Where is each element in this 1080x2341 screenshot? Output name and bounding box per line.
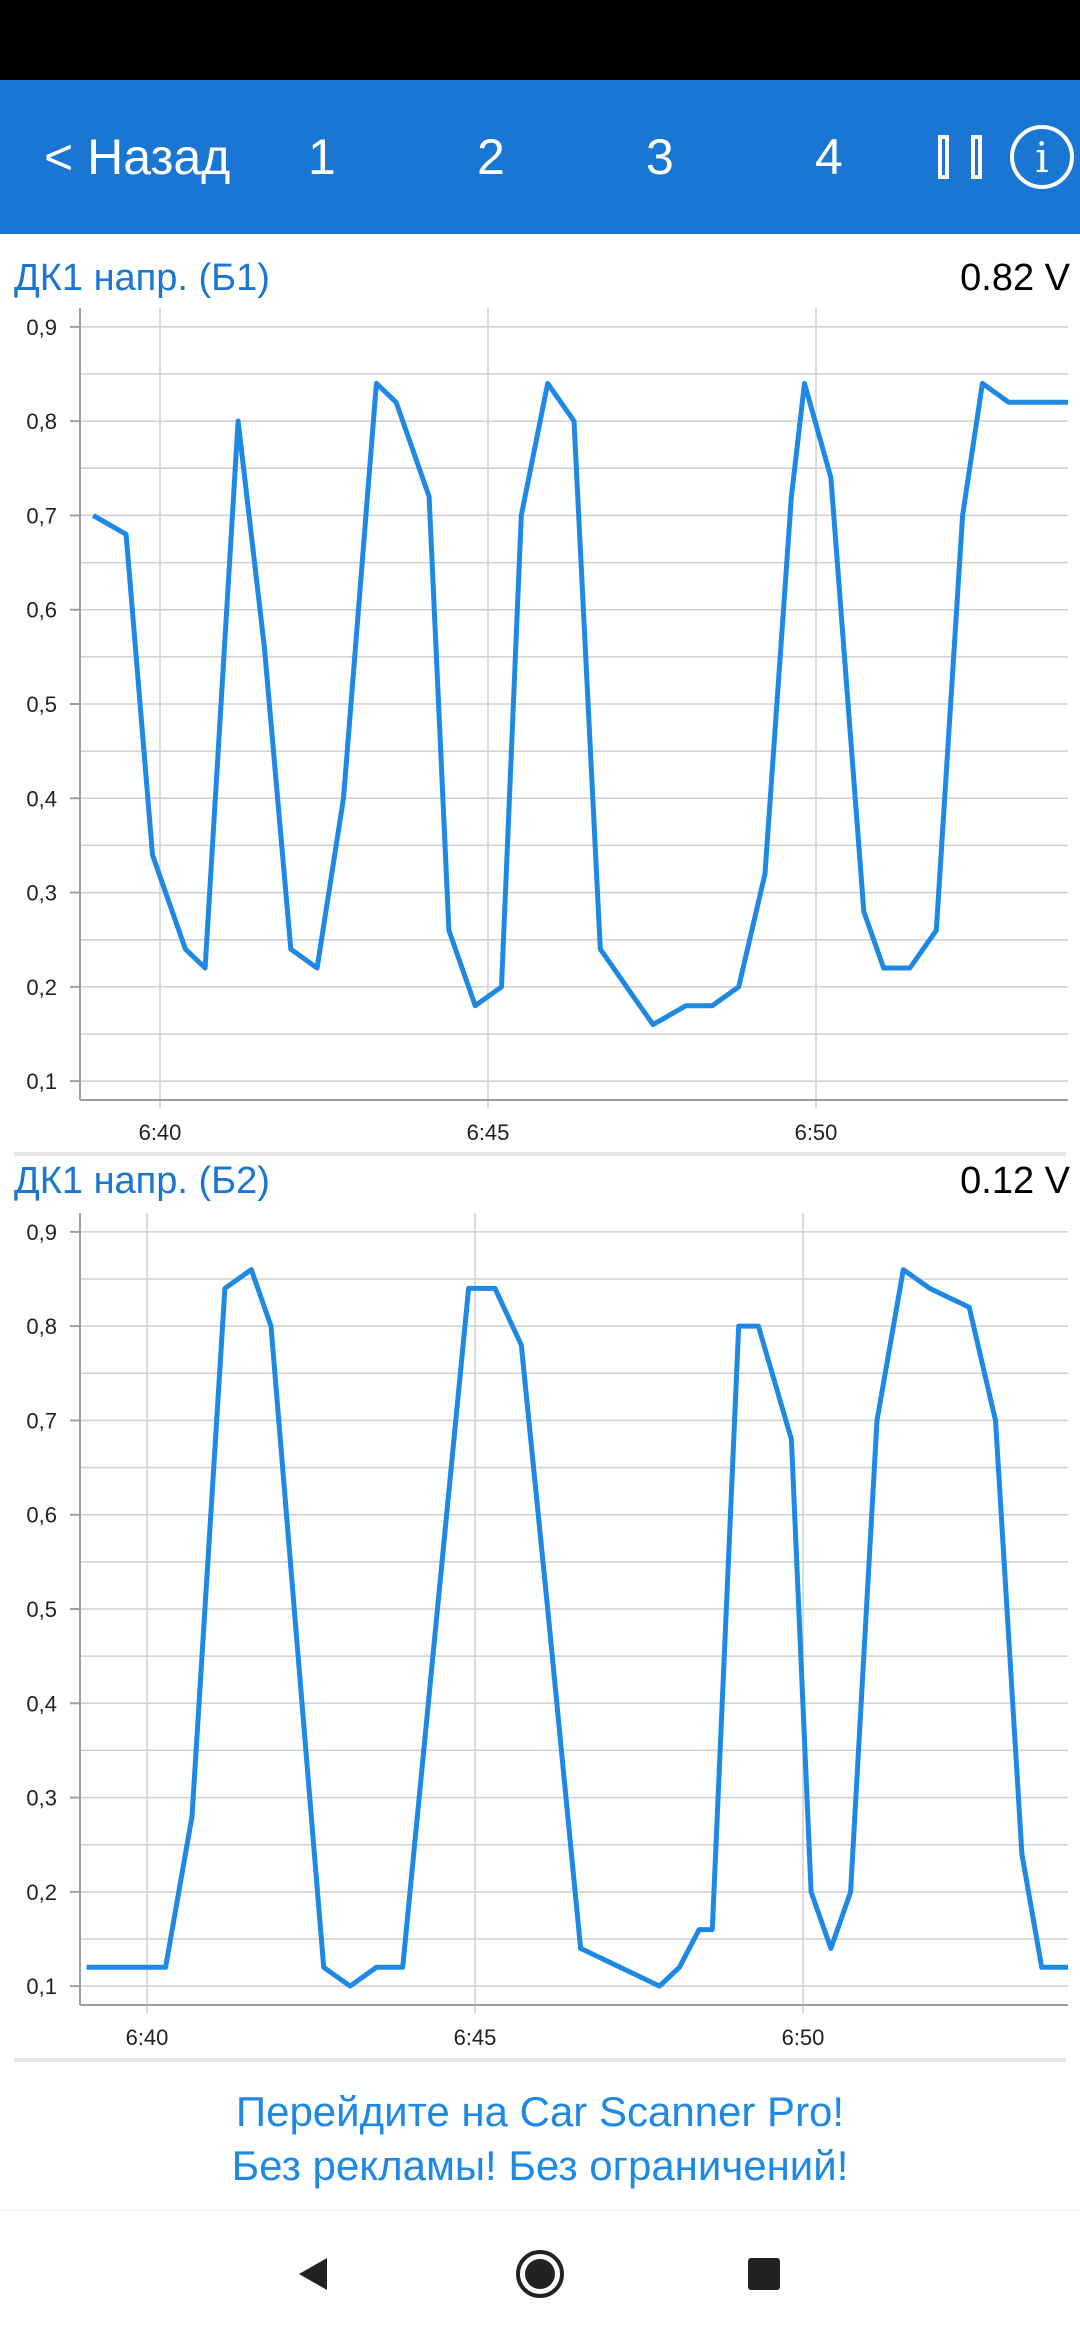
y-tick-label: 0,9 bbox=[26, 315, 57, 340]
y-tick-label: 0,6 bbox=[26, 598, 57, 623]
x-tick-label: 6:45 bbox=[454, 2025, 497, 2050]
y-tick-label: 0,1 bbox=[26, 1974, 57, 1999]
y-tick-label: 0,3 bbox=[26, 1786, 57, 1811]
pause-bar-right bbox=[971, 135, 982, 179]
tab-3[interactable]: 3 bbox=[646, 129, 674, 185]
y-tick-label: 0,7 bbox=[26, 1408, 57, 1433]
back-button[interactable]: < Назад bbox=[44, 129, 231, 185]
promo-line-1: Перейдите на Car Scanner Pro! bbox=[235, 2088, 845, 2135]
y-tick-label: 0,2 bbox=[26, 1880, 57, 1905]
chart-1[interactable]: 0,9 0,8 0,7 0,6 0,5 0,4 0,3 0,2 0,1 6:40 6:45 6:50 bbox=[0, 300, 1080, 1155]
nav-home-icon[interactable] bbox=[510, 2244, 570, 2304]
chart-1-current-value: 0.82 V bbox=[960, 257, 1070, 299]
chart-divider bbox=[14, 1152, 1066, 1156]
y-tick-label: 0,5 bbox=[26, 1597, 57, 1622]
nav-recents-icon[interactable] bbox=[734, 2244, 794, 2304]
pause-bar-left bbox=[938, 135, 949, 179]
y-tick-label: 0,2 bbox=[26, 975, 57, 1000]
chart-1-header: ДК1 напр. (Б1) 0.82 V bbox=[14, 251, 1070, 305]
chart-2-current-value: 0.12 V bbox=[960, 1160, 1070, 1202]
chart-2-title: ДК1 напр. (Б2) bbox=[14, 1160, 270, 1202]
y-tick-label: 0,3 bbox=[26, 881, 57, 906]
promo-line-2: Без рекламы! Без ограничений! bbox=[231, 2142, 849, 2189]
series-line bbox=[86, 1267, 1068, 1989]
x-tick-label: 6:45 bbox=[467, 1120, 510, 1145]
x-tick-label: 6:40 bbox=[139, 1120, 182, 1145]
y-tick-label: 0,5 bbox=[26, 692, 57, 717]
x-tick-label: 6:50 bbox=[795, 1120, 838, 1145]
y-tick-label: 0,4 bbox=[26, 1691, 57, 1716]
y-tick-label: 0,9 bbox=[26, 1220, 57, 1245]
chart-2-header: ДК1 напр. (Б2) 0.12 V bbox=[14, 1154, 1070, 1208]
pause-icon[interactable] bbox=[938, 80, 982, 234]
chart-bottom-divider bbox=[14, 2058, 1066, 2062]
chart-1-title: ДК1 напр. (Б1) bbox=[14, 257, 270, 299]
x-tick-label: 6:50 bbox=[782, 2025, 825, 2050]
tab-2[interactable]: 2 bbox=[477, 129, 505, 185]
series-line bbox=[91, 380, 1068, 1028]
y-tick-label: 0,7 bbox=[26, 503, 57, 528]
promo-banner[interactable]: Перейдите на Car Scanner Pro! Без реклам… bbox=[0, 2085, 1080, 2209]
tab-1[interactable]: 1 bbox=[308, 129, 336, 185]
system-nav-bar bbox=[0, 2210, 1080, 2341]
app-bar: < Назад 1 2 3 4 i bbox=[0, 80, 1080, 234]
chart-2[interactable]: 0,9 0,8 0,7 0,6 0,5 0,4 0,3 0,2 0,1 6:40 6:45 6:50 bbox=[0, 1205, 1080, 2060]
y-tick-label: 0,6 bbox=[26, 1503, 57, 1528]
y-tick-label: 0,8 bbox=[26, 409, 57, 434]
y-tick-label: 0,1 bbox=[26, 1069, 57, 1094]
nav-back-icon[interactable] bbox=[283, 2244, 343, 2304]
x-tick-label: 6:40 bbox=[126, 2025, 169, 2050]
y-tick-label: 0,8 bbox=[26, 1314, 57, 1339]
tab-4[interactable]: 4 bbox=[815, 129, 843, 185]
status-bar bbox=[0, 0, 1080, 80]
info-icon[interactable]: i bbox=[1010, 125, 1074, 189]
y-tick-label: 0,4 bbox=[26, 786, 57, 811]
